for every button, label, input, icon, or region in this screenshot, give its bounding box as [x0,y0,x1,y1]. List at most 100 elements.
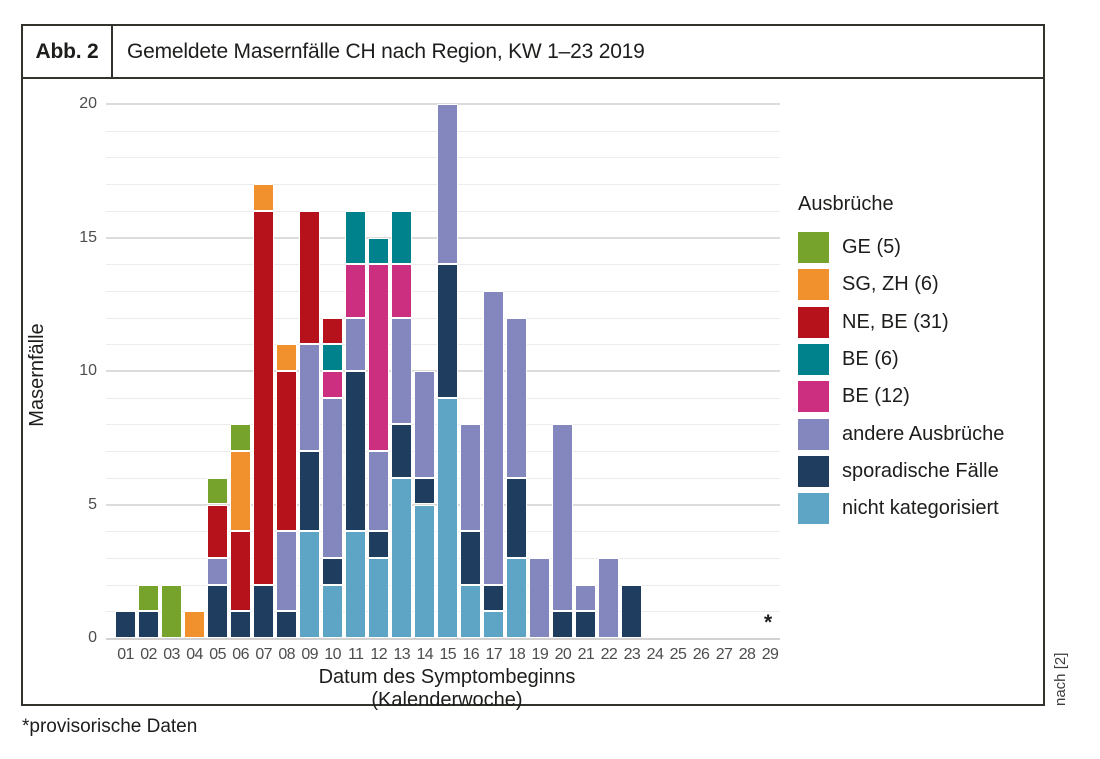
bar-segment [552,611,574,638]
legend-label: NE, BE (31) [842,310,949,333]
bar-segment [161,584,183,638]
bar-segment [437,397,459,638]
bar-segment [575,611,597,638]
bar-segment [483,611,505,638]
x-tick-label: 08 [278,646,295,663]
legend-item: SG, ZH (6) [798,269,939,301]
bar-segment [391,477,413,638]
x-tick-label: 29 [761,646,779,663]
be-12--swatch [798,381,829,413]
x-tick-label: 22 [600,646,618,663]
legend-item: GE (5) [798,232,901,263]
sg-zh-6--swatch [798,269,829,301]
legend-item: sporadische Fälle [798,455,999,487]
bar-segment [276,344,298,371]
source-note: nach [2] [1052,652,1069,706]
bar-segment [230,611,252,638]
bar-segment [460,424,482,532]
x-tick-label: 05 [209,646,226,663]
bar-segment [621,584,643,638]
y-axis-title: Masernfälle [26,323,48,427]
legend-item: BE (6) [798,343,899,375]
bar-segment [368,264,390,452]
x-tick-label: 21 [577,646,595,663]
bar-segment [437,104,459,265]
bar-segment [276,611,298,638]
x-tick-label: 02 [140,646,157,663]
be-6--swatch [798,343,829,375]
bar-segment [506,317,528,478]
bar-segment [391,424,413,478]
x-tick-label: 17 [485,646,503,663]
bar-segment [575,584,597,612]
bar-segment [368,531,390,558]
bar-segment [391,317,413,425]
x-tick-label: 09 [301,646,318,663]
bar-segment [253,184,275,211]
bar-segment [345,264,367,318]
figure-frame: Abb. 2 Gemeldete Masernfälle CH nach Reg… [21,24,1045,712]
x-tick-label: 11 [347,646,364,663]
andere-ausbr-che-swatch [798,418,829,450]
bar-segment [483,584,505,612]
legend-item: nicht kategorisiert [798,493,999,525]
x-tick-label: 19 [531,646,549,663]
bar-segment [299,344,321,452]
bar-segment [184,611,206,638]
bar-segment [552,424,574,612]
legend-items: GE (5) SG, ZH (6) NE, BE (31) BE (6) BE (12)… [798,232,1038,530]
bar-segment [506,557,528,638]
bar-segment [207,557,229,585]
bar-segment [138,611,160,638]
bar-segment [437,264,459,398]
nicht-kategorisiert-swatch [798,493,829,525]
bar-segment [115,611,136,638]
bar-segment [483,290,505,585]
bar-segment [276,531,298,612]
bar-segment [299,531,321,638]
legend-label: nicht kategorisiert [842,497,999,520]
ge-5--swatch [798,232,829,263]
x-tick-label: 16 [462,646,480,663]
bar-segment [391,264,413,318]
bar-segment [207,504,229,558]
legend-label: andere Ausbrüche [842,422,1005,445]
bar-segment [345,317,367,371]
x-tick-label: 03 [163,646,180,663]
figure-label: Abb. 2 [23,26,113,77]
legend-item: NE, BE (31) [798,306,949,338]
x-axis-title: Datum des Symptombeginns (Kalenderwoche) [318,666,576,711]
bar-segment [299,451,321,532]
bar-segment [322,344,344,371]
footnote: *provisorische Daten [22,716,198,737]
bar-segment [460,531,482,585]
bar-segment [230,531,252,612]
x-tick-label: 01 [117,646,134,663]
y-tick-label: 5 [88,495,97,513]
x-tick-label: 23 [623,646,641,663]
bar-segment [253,210,275,585]
x-tick-label: 18 [508,646,526,663]
bar-segment [299,210,321,345]
bar-segment [253,584,275,638]
legend-title: Ausbrüche [798,193,894,215]
bar-segment [529,557,551,638]
legend-label: SG, ZH (6) [842,273,939,296]
bar-segment [322,397,344,558]
legend-item: andere Ausbrüche [798,418,1005,450]
x-tick-label: 07 [255,646,272,663]
x-tick-label: 24 [646,646,664,663]
x-tick-label: 20 [554,646,572,663]
bar-segment [207,477,229,505]
chart-area: 0 5 10 15 20 01 02 03 04 05 06 07 08 09 10 11 12 13 14 15 1… [23,81,1043,712]
provisional-asterisk: * [764,610,773,634]
bar-segment [322,584,344,638]
bar-segment [368,451,390,532]
x-tick-label: 10 [324,646,341,663]
bar-segment [414,477,436,505]
y-tick-label: 10 [79,362,97,379]
x-tick-label: 25 [669,646,687,663]
legend-item: BE (12) [798,381,910,413]
y-tick-label: 15 [79,228,97,246]
bar-segment [230,451,252,532]
